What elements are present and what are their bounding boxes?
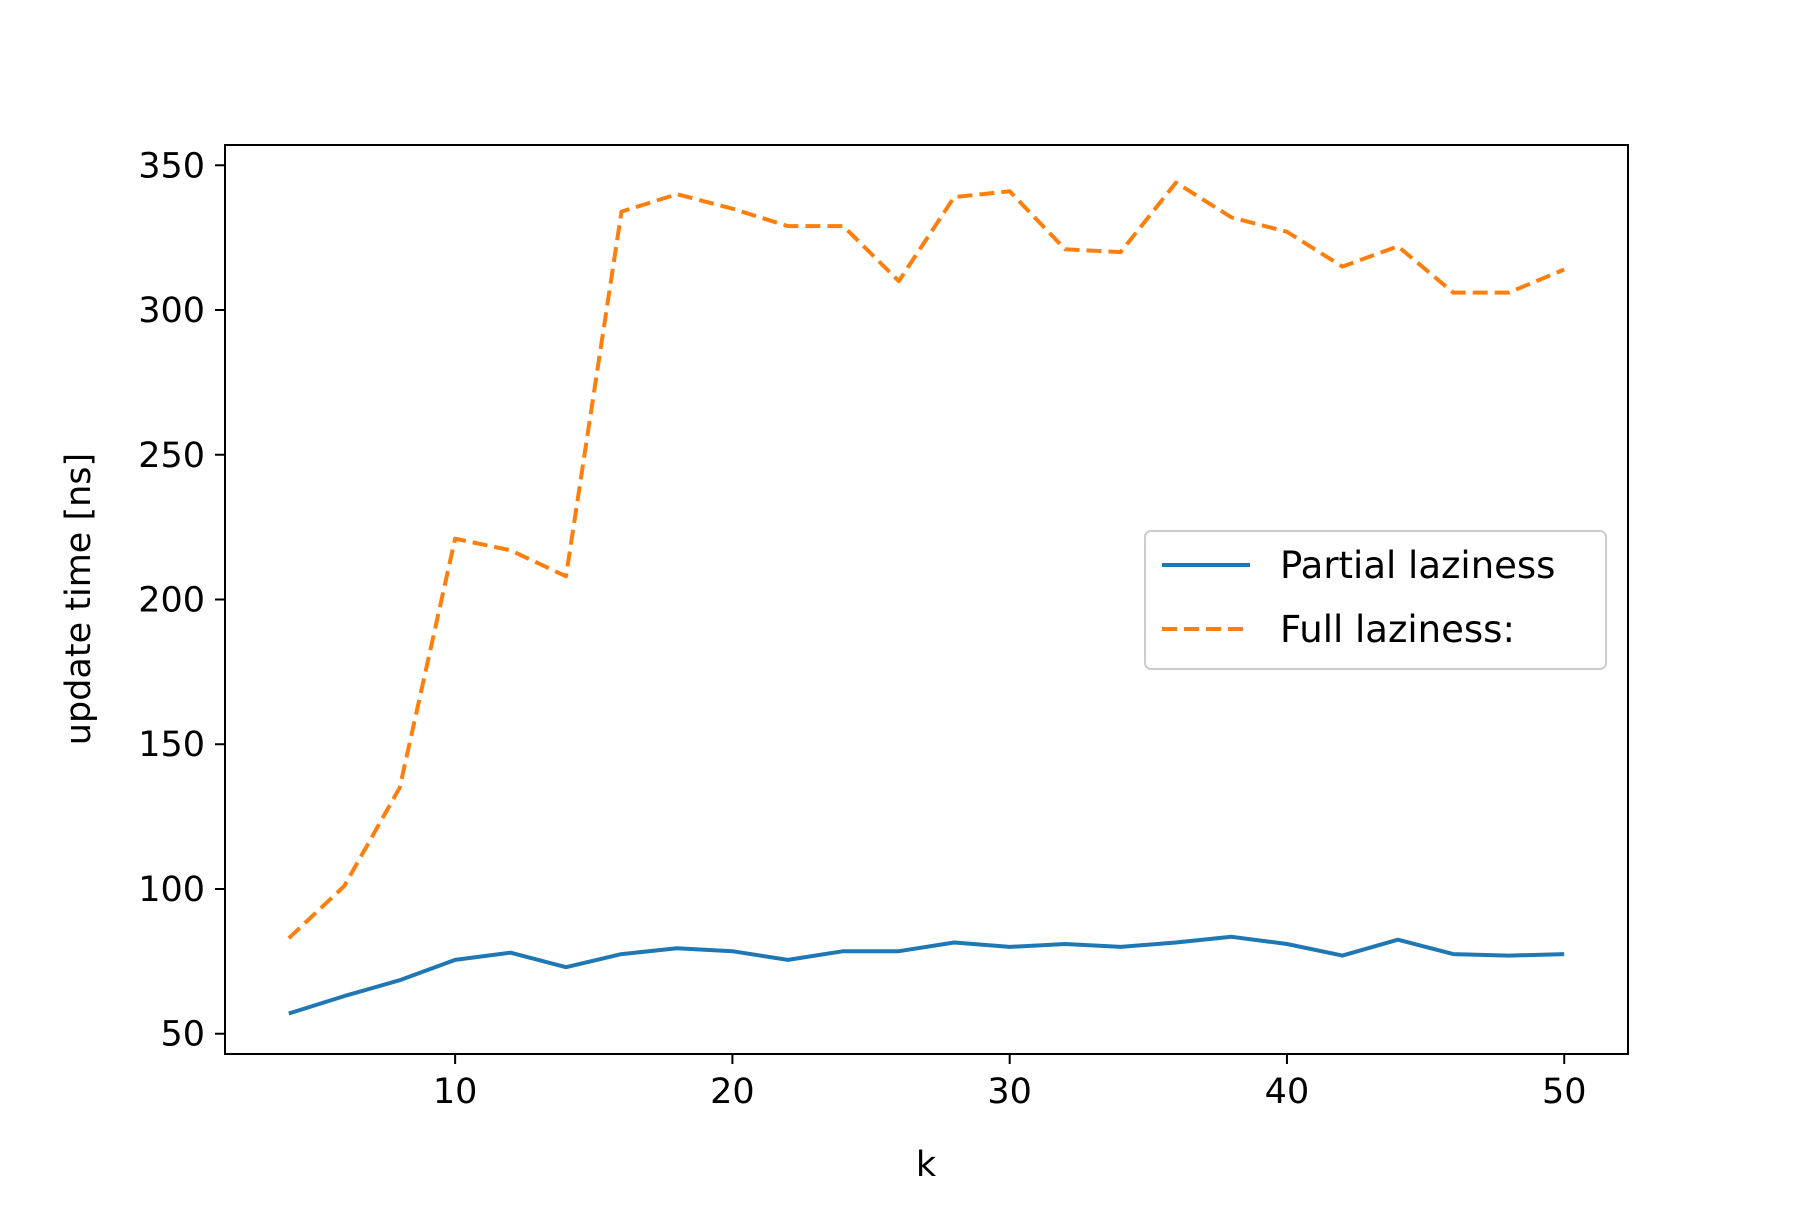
y-axis-ticks: 50 100 150 200 250 300 350 bbox=[138, 146, 225, 1055]
y-tick-label: 200 bbox=[138, 581, 205, 621]
y-axis-label: update time [ns] bbox=[59, 453, 99, 745]
y-tick-label: 50 bbox=[160, 1015, 205, 1055]
legend-label-full-laziness: Full laziness: bbox=[1280, 608, 1515, 651]
y-tick-label: 100 bbox=[138, 870, 205, 910]
y-tick-label: 250 bbox=[138, 436, 205, 476]
x-tick-label: 30 bbox=[987, 1072, 1032, 1112]
x-tick-label: 50 bbox=[1542, 1072, 1587, 1112]
x-tick-label: 10 bbox=[433, 1072, 478, 1112]
series-line-partial-laziness bbox=[288, 934, 1565, 1016]
y-tick-label: 300 bbox=[138, 291, 205, 331]
x-axis-ticks: 10 20 30 40 50 bbox=[433, 1054, 1587, 1112]
series-line-full-laziness bbox=[287, 180, 1565, 940]
legend: Partial laziness Full laziness: bbox=[1144, 530, 1607, 670]
y-tick-label: 350 bbox=[138, 146, 205, 186]
legend-box bbox=[1144, 530, 1607, 670]
series-layer bbox=[287, 180, 1565, 1016]
x-tick-label: 20 bbox=[710, 1072, 755, 1112]
legend-label-partial-laziness: Partial laziness bbox=[1280, 544, 1555, 587]
y-tick-label: 150 bbox=[138, 725, 205, 765]
x-axis-label: k bbox=[916, 1145, 937, 1185]
x-tick-label: 40 bbox=[1265, 1072, 1310, 1112]
